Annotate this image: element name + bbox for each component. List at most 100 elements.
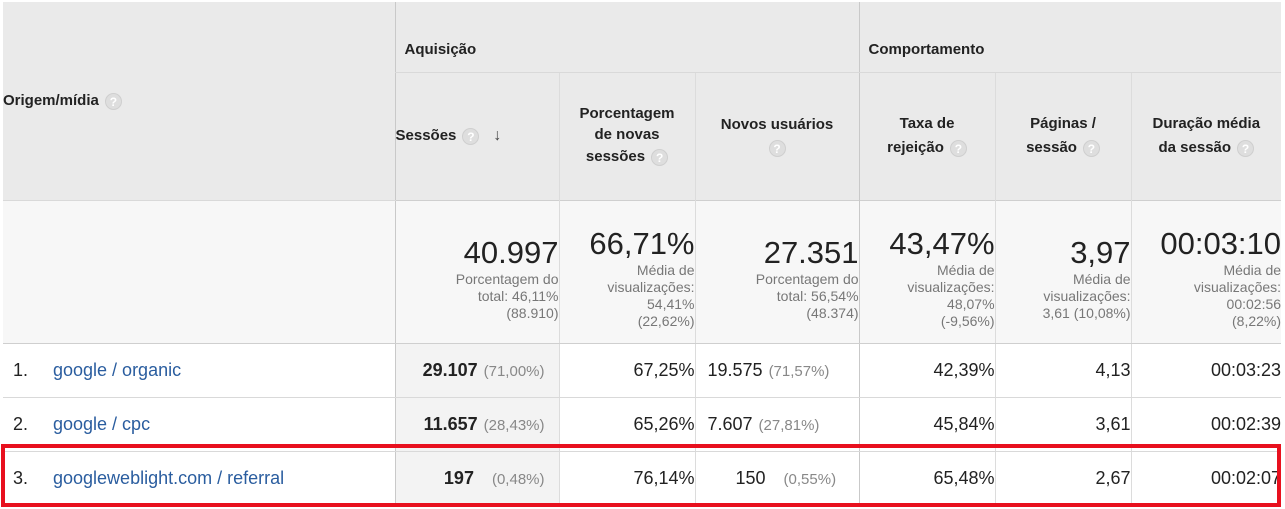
header-line: rejeição <box>887 139 944 156</box>
sessions-value: 197 <box>443 467 474 488</box>
table-row: 3. googleweblight.com / referral 197 (0,48… <box>3 451 1282 506</box>
bounce-rate-cell: 45,84% <box>858 397 996 452</box>
header-line: sessão <box>1026 139 1077 156</box>
new-sessions-pct-cell: 65,26% <box>558 397 695 452</box>
help-icon[interactable]: ? <box>768 140 786 158</box>
total-sub: 48,07% <box>947 296 995 312</box>
source-medium-cell: 3. googleweblight.com / referral <box>3 451 395 506</box>
total-value: 66,71% <box>589 226 695 261</box>
new-users-value: 150 <box>735 467 766 488</box>
total-sub: 3,61 (10,08%) <box>1042 304 1131 321</box>
total-sub: Média de <box>1072 270 1131 287</box>
new-users-value: 7.607 <box>707 413 753 434</box>
group-header-acquisition: Aquisição <box>394 2 860 73</box>
column-header-pages-per-session[interactable]: Páginas / sessão? <box>994 72 1132 200</box>
help-icon[interactable]: ? <box>104 92 122 110</box>
row-index: 1. <box>13 359 29 380</box>
total-sub: 00:02:56 <box>1226 296 1282 312</box>
pages-per-session-cell: 2,67 <box>994 451 1132 506</box>
new-users-cell: 7.607 (27,81%) <box>694 397 860 452</box>
sessions-pct: (71,00%) <box>483 362 545 380</box>
table-row: 2. google / cpc 11.657 (28,43%) 65,26% 7.6… <box>3 397 1282 452</box>
total-sub: visualizações: <box>907 279 995 295</box>
total-sub: (22,62%) <box>637 313 695 329</box>
new-users-cell: 150 (0,55%) <box>694 451 860 506</box>
analytics-report-table: Origem/mídia? Aquisição Comportamento Se… <box>3 2 1282 506</box>
sessions-pct: (28,43%) <box>483 416 545 434</box>
column-header-new-users[interactable]: Novos usuários ? <box>694 72 860 200</box>
bounce-rate-cell: 42,39% <box>858 343 996 398</box>
column-header-sessions[interactable]: Sessões? ↓ <box>394 72 559 200</box>
help-icon[interactable]: ? <box>651 148 669 166</box>
header-line: Duração média <box>1152 115 1261 132</box>
column-header-new-sessions-pct[interactable]: Porcentagem de novas sessões? <box>558 72 695 200</box>
sessions-value: 29.107 <box>422 359 478 380</box>
sessions-cell: 197 (0,48%) <box>394 451 559 506</box>
header-line: Novos usuários <box>720 115 834 133</box>
new-users-value: 19.575 <box>707 359 763 380</box>
total-value: 3,97 <box>1070 234 1131 270</box>
avg-duration-cell: 00:02:07 <box>1130 451 1282 506</box>
total-sub: visualizações: <box>1193 279 1282 295</box>
header-line: da sessão <box>1158 139 1232 156</box>
pages-per-session-cell: 4,13 <box>994 343 1132 398</box>
row-index: 3. <box>13 467 29 488</box>
sessions-header-label: Sessões <box>395 126 457 144</box>
total-pages-per-session: 3,97 Média de visualizações: 3,61 (10,08… <box>994 199 1132 344</box>
source-medium-link[interactable]: google / organic <box>53 359 182 380</box>
totals-label-cell <box>3 199 395 344</box>
column-header-avg-session-duration[interactable]: Duração média da sessão? <box>1130 72 1282 200</box>
help-icon[interactable]: ? <box>1237 139 1255 157</box>
total-value: 40.997 <box>463 234 559 270</box>
total-sub: visualizações: <box>1043 287 1131 304</box>
new-users-pct: (71,57%) <box>768 362 830 380</box>
header-line: sessões <box>585 148 646 165</box>
avg-duration-cell: 00:03:23 <box>1130 343 1282 398</box>
dimension-header[interactable]: Origem/mídia? <box>3 2 395 201</box>
row-index: 2. <box>13 413 29 434</box>
total-new-sessions-pct: 66,71% Média de visualizações: 54,41% (2… <box>558 199 695 344</box>
help-icon[interactable]: ? <box>1082 139 1100 157</box>
bounce-rate-cell: 65,48% <box>858 451 996 506</box>
total-sub: Porcentagem do <box>755 270 859 287</box>
total-sub: total: 56,54% <box>776 287 859 304</box>
table-row: 1. google / organic 29.107 (71,00%) 67,25%… <box>3 343 1282 398</box>
total-sessions: 40.997 Porcentagem do total: 46,11% (88.… <box>394 199 559 344</box>
new-users-pct: (27,81%) <box>758 416 820 434</box>
new-users-pct: (0,55%) <box>783 470 837 488</box>
total-sub: Porcentagem do <box>455 270 559 287</box>
header-line: de novas <box>594 126 660 143</box>
header-line: Porcentagem <box>579 105 675 122</box>
total-sub: (88.910) <box>506 304 559 321</box>
total-new-users: 27.351 Porcentagem do total: 56,54% (48.… <box>694 199 860 344</box>
sessions-cell: 11.657 (28,43%) <box>394 397 559 452</box>
sort-descending-icon[interactable]: ↓ <box>493 127 502 145</box>
new-sessions-pct-cell: 67,25% <box>558 343 695 398</box>
total-sub: (8,22%) <box>1232 313 1282 329</box>
total-sub: Média de <box>936 262 995 278</box>
column-header-bounce-rate[interactable]: Taxa de rejeição? <box>858 72 996 200</box>
avg-duration-cell: 00:02:39 <box>1130 397 1282 452</box>
header-line: Páginas / <box>1030 115 1096 132</box>
total-sub: 54,41% <box>647 296 695 312</box>
sessions-pct: (0,48%) <box>491 470 545 488</box>
header-line: Taxa de <box>899 115 955 132</box>
group-header-behavior: Comportamento <box>858 2 1282 73</box>
total-bounce-rate: 43,47% Média de visualizações: 48,07% (-… <box>858 199 996 344</box>
help-icon[interactable]: ? <box>462 127 480 145</box>
source-medium-link[interactable]: google / cpc <box>53 413 151 434</box>
total-sub: Média de <box>636 262 695 278</box>
sessions-cell: 29.107 (71,00%) <box>394 343 559 398</box>
dimension-header-label: Origem/mídia <box>3 91 99 109</box>
new-sessions-pct-cell: 76,14% <box>558 451 695 506</box>
source-medium-link[interactable]: googleweblight.com / referral <box>53 467 285 488</box>
source-medium-cell: 1. google / organic <box>3 343 395 398</box>
total-value: 43,47% <box>889 226 995 261</box>
new-users-cell: 19.575 (71,57%) <box>694 343 860 398</box>
total-value: 27.351 <box>763 234 859 270</box>
totals-row: 40.997 Porcentagem do total: 46,11% (88.… <box>3 199 1282 344</box>
total-sub: visualizações: <box>607 279 695 295</box>
source-medium-cell: 2. google / cpc <box>3 397 395 452</box>
help-icon[interactable]: ? <box>949 139 967 157</box>
total-sub: (48.374) <box>806 304 859 321</box>
